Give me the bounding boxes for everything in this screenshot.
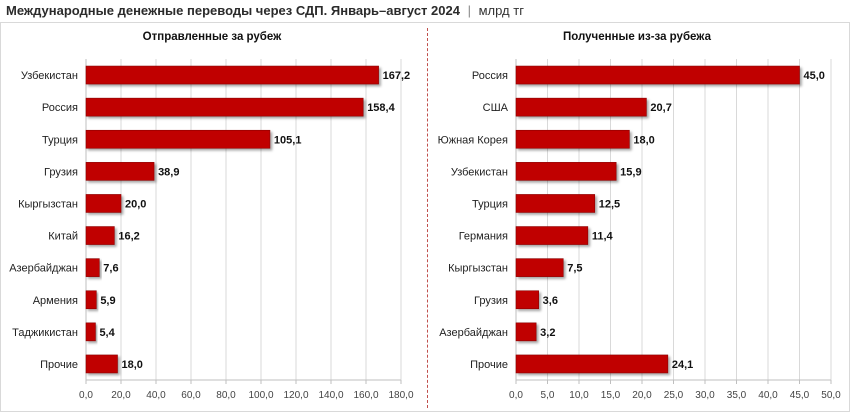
sent-bar (85, 290, 97, 310)
sent-bar (85, 162, 155, 181)
sent-bar (85, 194, 122, 213)
sent-category-label: Узбекистан (21, 70, 78, 82)
received-bar (515, 322, 537, 342)
sent-value-label: 5,4 (99, 327, 115, 339)
sent-x-tick-label: 180,0 (388, 390, 413, 401)
received-value-label: 3,2 (540, 327, 555, 339)
received-x-tick-label: 0,0 (509, 390, 523, 401)
received-category-label: Грузия (474, 295, 508, 307)
received-value-label: 15,9 (620, 166, 641, 178)
received-x-tick-label: 10,0 (569, 390, 589, 401)
received-x-tick-label: 20,0 (632, 390, 652, 401)
sent-category-label: Турция (42, 134, 78, 146)
chart-title: Международные денежные переводы через СД… (6, 3, 460, 18)
received-category-label: Турция (472, 198, 508, 210)
sent-category-label: Азербайджан (9, 263, 78, 275)
sent-bar (85, 354, 118, 374)
chart-unit: млрд тг (478, 3, 524, 18)
received-bar (515, 65, 800, 85)
received-value-label: 3,6 (543, 295, 558, 307)
received-value-label: 18,0 (633, 134, 654, 146)
received-bar (515, 354, 669, 374)
received-value-label: 24,1 (672, 359, 693, 371)
received-x-tick-label: 45,0 (790, 390, 810, 401)
sent-bar (85, 322, 96, 342)
received-bar (515, 226, 589, 245)
received-bar (515, 162, 617, 181)
sent-subtitle: Отправленные за рубеж (143, 31, 282, 43)
received-bar (515, 194, 596, 213)
received-category-label: Германия (459, 231, 508, 243)
sent-value-label: 38,9 (158, 166, 179, 178)
received-bar (515, 129, 630, 149)
received-bar (515, 97, 647, 117)
received-x-tick-label: 50,0 (821, 390, 841, 401)
sent-x-tick-label: 160,0 (353, 390, 378, 401)
sent-category-label: Армения (33, 295, 78, 307)
sent-value-label: 158,4 (367, 102, 395, 114)
sent-x-tick-label: 140,0 (318, 390, 343, 401)
received-subtitle: Полученные из-за рубежа (563, 31, 712, 43)
sent-bar (85, 129, 271, 149)
sent-category-label: Таджикистан (12, 327, 78, 339)
received-x-tick-label: 15,0 (601, 390, 621, 401)
received-bar (515, 258, 564, 277)
sent-value-label: 18,0 (122, 359, 143, 371)
sent-x-tick-label: 40,0 (146, 390, 166, 401)
received-x-tick-label: 5,0 (541, 390, 555, 401)
sent-x-tick-label: 100,0 (248, 390, 273, 401)
received-category-label: США (483, 102, 509, 114)
sent-value-label: 16,2 (118, 231, 139, 243)
panel-divider (427, 28, 428, 408)
received-bar (515, 290, 539, 310)
sent-bar (85, 97, 364, 117)
sent-category-label: Китай (48, 231, 78, 243)
received-category-label: Россия (472, 70, 508, 82)
sent-x-tick-label: 0,0 (79, 390, 93, 401)
received-x-tick-label: 25,0 (664, 390, 684, 401)
sent-value-label: 5,9 (100, 295, 115, 307)
sent-value-label: 7,6 (103, 263, 118, 275)
received-x-tick-label: 40,0 (758, 390, 778, 401)
chart-title-row: Международные денежные переводы через СД… (6, 3, 524, 18)
received-category-label: Прочие (470, 359, 508, 371)
received-category-label: Азербайджан (439, 327, 508, 339)
sent-bar (85, 65, 379, 85)
received-category-label: Южная Корея (438, 134, 508, 146)
received-value-label: 12,5 (599, 198, 620, 210)
received-category-label: Узбекистан (451, 166, 508, 178)
sent-value-label: 167,2 (383, 70, 411, 82)
sent-x-tick-label: 120,0 (283, 390, 308, 401)
received-value-label: 11,4 (592, 231, 614, 243)
sent-x-tick-label: 20,0 (111, 390, 131, 401)
received-x-tick-label: 35,0 (727, 390, 747, 401)
received-value-label: 45,0 (804, 70, 825, 82)
sent-value-label: 105,1 (274, 134, 302, 146)
received-value-label: 7,5 (567, 263, 582, 275)
sent-x-tick-label: 60,0 (181, 390, 201, 401)
sent-category-label: Россия (42, 102, 78, 114)
received-x-tick-label: 30,0 (695, 390, 715, 401)
title-separator: | (467, 3, 471, 18)
sent-category-label: Кыргызстан (18, 198, 78, 210)
received-value-label: 20,7 (650, 102, 671, 114)
sent-value-label: 20,0 (125, 198, 146, 210)
sent-bar (85, 226, 115, 245)
sent-bar (85, 258, 100, 277)
sent-category-label: Прочие (40, 359, 78, 371)
received-category-label: Кыргызстан (448, 263, 508, 275)
sent-x-tick-label: 80,0 (216, 390, 236, 401)
chart-frame (0, 22, 850, 412)
sent-category-label: Грузия (44, 166, 78, 178)
